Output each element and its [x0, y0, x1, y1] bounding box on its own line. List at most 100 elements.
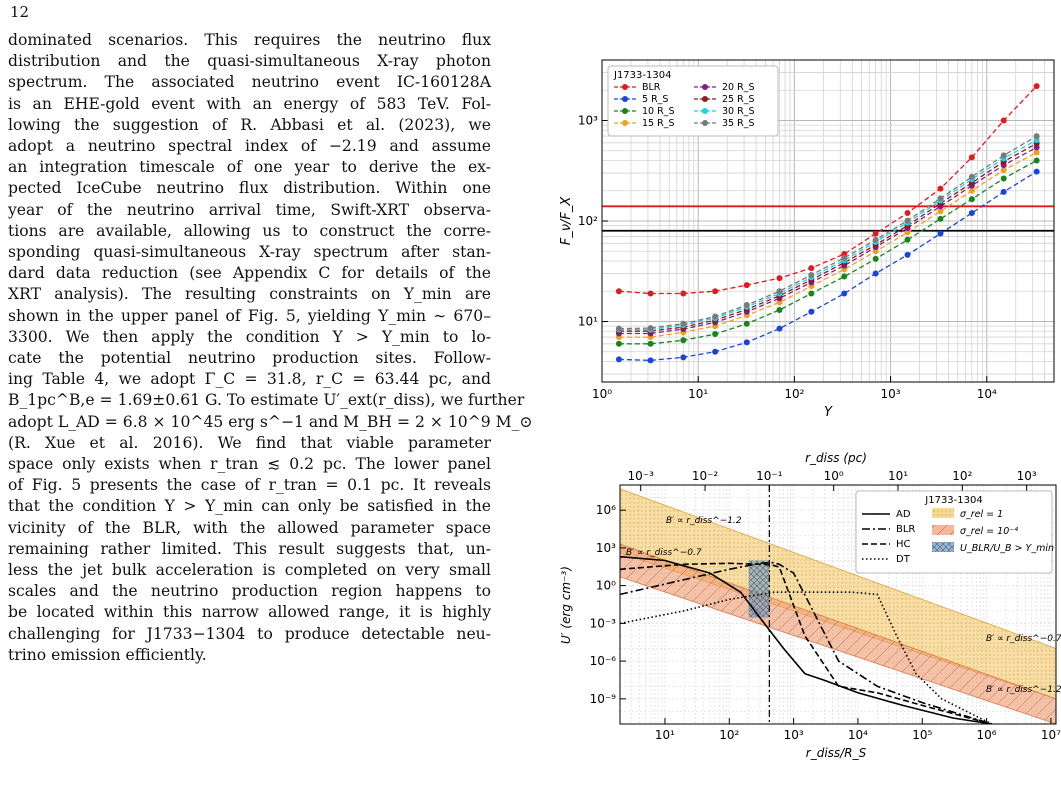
data-point: [904, 229, 911, 236]
body-line: vicinity of the BLR, with the allowed pa…: [8, 518, 491, 537]
band-pattern-0: [620, 488, 1056, 699]
data-point: [1000, 167, 1007, 174]
series-5: [615, 140, 1040, 335]
top-x-tick-label: 10⁰: [824, 469, 844, 483]
legend-label: DT: [896, 554, 911, 565]
data-point: [968, 187, 975, 194]
top-x-tick-label: 10⁻³: [628, 469, 655, 483]
legend-label: 5 R_S: [642, 94, 668, 105]
x-tick-label: 10⁷: [1041, 728, 1061, 742]
legend-marker: [702, 120, 708, 126]
data-point: [647, 290, 654, 297]
legend-label: 20 R_S: [722, 82, 755, 93]
data-point: [937, 185, 944, 192]
series-2: [615, 157, 1040, 347]
data-point: [1000, 175, 1007, 182]
data-point: [647, 340, 654, 347]
data-point: [1033, 83, 1040, 90]
legend-label: 25 R_S: [722, 94, 755, 105]
data-point: [937, 215, 944, 222]
y-tick-label: 10¹: [578, 314, 598, 328]
y-tick-label: 10²: [578, 214, 598, 228]
legend-label: BLR: [896, 524, 915, 535]
data-point: [841, 254, 848, 261]
series-line: [618, 135, 1037, 330]
y-axis-label: F_ν/F_X: [559, 196, 574, 246]
series-1: [615, 168, 1040, 364]
series-HC: [620, 562, 992, 724]
x-tick-label: 10⁴: [977, 387, 997, 401]
data-point: [1033, 168, 1040, 175]
series-line: [618, 142, 1037, 332]
data-point: [872, 230, 879, 237]
body-line: remaining rather limited. This result su…: [8, 539, 491, 558]
body-line: pected IceCube neutrino flux distributio…: [8, 179, 491, 198]
data-point: [1033, 149, 1040, 156]
series-0: [615, 83, 1040, 297]
body-line: less the jet bulk acceleration is comple…: [8, 561, 491, 580]
body-line: spectrum. The associated neutrino event …: [8, 73, 491, 92]
data-point: [776, 307, 783, 314]
y-tick-label: 10⁰: [596, 579, 616, 593]
body-line: ing Table 4, we adopt Γ_C = 31.8, r_C = …: [8, 370, 491, 389]
data-point: [615, 325, 622, 332]
series-7: [615, 133, 1040, 332]
top-x-tick-label: 10¹: [888, 469, 908, 483]
legend-swatch-pattern: [932, 525, 954, 535]
data-point: [1000, 117, 1007, 124]
body-line: B_1pc^B,e = 1.69±0.61 G. To estimate U′_…: [8, 391, 525, 410]
legend-marker: [622, 120, 628, 126]
data-point: [841, 273, 848, 280]
y-tick-label: 10⁻³: [590, 616, 617, 630]
data-point: [904, 217, 911, 224]
legend-label: σ_rel = 10⁻⁴: [960, 526, 1018, 537]
body-line: cate the potential neutrino production s…: [8, 349, 491, 368]
x-tick-label: 10³: [784, 728, 804, 742]
data-point: [872, 248, 879, 255]
legend-label: 10 R_S: [642, 106, 675, 117]
data-point: [872, 270, 879, 277]
top-x-axis-label: r_diss (pc): [805, 451, 867, 465]
data-point: [680, 354, 687, 361]
data-point: [968, 173, 975, 180]
legend-marker: [622, 108, 628, 114]
data-point: [968, 154, 975, 161]
series-line: [618, 85, 1038, 295]
data-point: [1033, 133, 1040, 140]
allowed-region-hatch: [748, 560, 770, 618]
data-point: [872, 255, 879, 262]
data-point: [1000, 152, 1007, 159]
body-line: adopt a neutrino spectral index of −2.19…: [8, 137, 491, 156]
slope-annotation: B′ ∝ r_diss^−0.7: [626, 548, 702, 558]
data-point: [1000, 188, 1007, 195]
x-tick-label: 10²: [784, 387, 804, 401]
top-x-tick-label: 10⁻¹: [756, 469, 783, 483]
page-number: 12: [10, 3, 30, 21]
data-point: [743, 339, 750, 346]
x-tick-label: 10⁰: [592, 387, 612, 401]
figure-upper-panel: 10⁰ 10¹ 10² 10³ 10⁴ 10¹ 10² 10³ Y F_ν/F_X J1733-13…: [559, 59, 1055, 420]
data-point: [841, 290, 848, 297]
data-point: [680, 320, 687, 327]
data-point: [615, 288, 622, 295]
data-point: [776, 275, 783, 282]
data-point: [937, 230, 944, 237]
data-point: [680, 290, 687, 297]
data-point: [712, 288, 719, 295]
y-axis-label: U′ (erg cm⁻³): [559, 566, 573, 644]
body-line: dard data reduction (see Appendix C for …: [8, 264, 491, 283]
legend-marker: [622, 96, 628, 102]
y-tick-label: 10³: [578, 114, 598, 128]
slope-annotation: B′ ∝ r_diss^−0.7: [986, 634, 1061, 644]
body-line: be located within this narrow allowed ra…: [8, 603, 491, 622]
x-tick-label: 10¹: [655, 728, 675, 742]
data-point: [937, 208, 944, 215]
top-x-tick-label: 10⁻²: [692, 469, 719, 483]
y-tick-label: 10⁶: [596, 503, 616, 517]
data-point: [904, 251, 911, 258]
body-text: dominated scenarios. This requires the n…: [8, 30, 533, 666]
body-line: of Fig. 5 presents the case of r_tran = …: [8, 476, 491, 495]
legend-box: [607, 65, 779, 137]
data-point: [904, 236, 911, 243]
